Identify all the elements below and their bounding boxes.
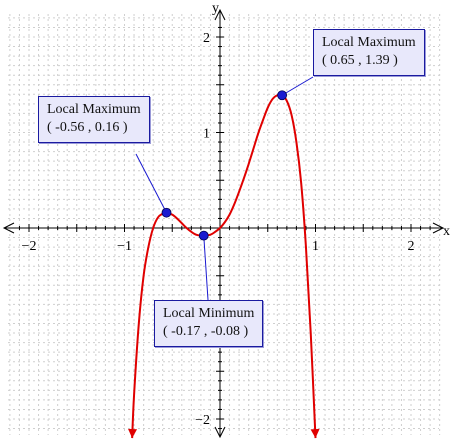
y-axis-arrow-bottom	[214, 426, 226, 439]
function-curve	[131, 93, 317, 439]
callout-coords: ( -0.17 , -0.08 )	[163, 324, 249, 339]
callout-title: Local Maximum	[322, 35, 416, 50]
y-tick-label: −2	[195, 413, 210, 428]
x-axis-arrow-right	[432, 222, 445, 234]
x-tick-label: −2	[22, 239, 37, 254]
callout-local-maximum-left: Local Maximum ( -0.56 , 0.16 )	[38, 96, 150, 143]
callout-leader-line	[281, 76, 314, 96]
callout-leader-line	[135, 153, 167, 213]
callout-local-minimum: Local Minimum ( -0.17 , -0.08 )	[154, 300, 264, 347]
callout-coords: ( -0.56 , 0.16 )	[47, 120, 128, 135]
x-axis-label: x	[443, 224, 450, 239]
callout-leader-line	[203, 235, 209, 301]
extremum-point	[161, 207, 172, 218]
y-tick-label: 2	[203, 31, 210, 46]
curve-layer	[128, 93, 320, 439]
callout-title: Local Minimum	[163, 306, 255, 321]
x-axis-arrow-left	[2, 222, 15, 234]
x-tick-label: −1	[117, 239, 132, 254]
callout-title: Local Maximum	[47, 102, 141, 117]
extrema-points	[161, 90, 287, 241]
callout-local-maximum-right: Local Maximum ( 0.65 , 1.39 )	[313, 29, 425, 76]
extremum-point	[198, 230, 209, 241]
curve-arrow-right	[310, 428, 320, 439]
x-tick-label: 1	[312, 239, 319, 254]
y-axis-label: y	[212, 1, 219, 16]
y-axis-arrow-top	[214, 8, 226, 21]
curve-arrow-left	[128, 428, 138, 439]
tick-labels: −2 −1 1 2 −2 1 2	[22, 31, 415, 428]
extremum-point	[277, 90, 287, 101]
callout-leaders	[135, 76, 314, 301]
callout-coords: ( 0.65 , 1.39 )	[322, 53, 398, 68]
x-tick-label: 2	[408, 239, 415, 254]
y-tick-label: 1	[203, 127, 210, 142]
